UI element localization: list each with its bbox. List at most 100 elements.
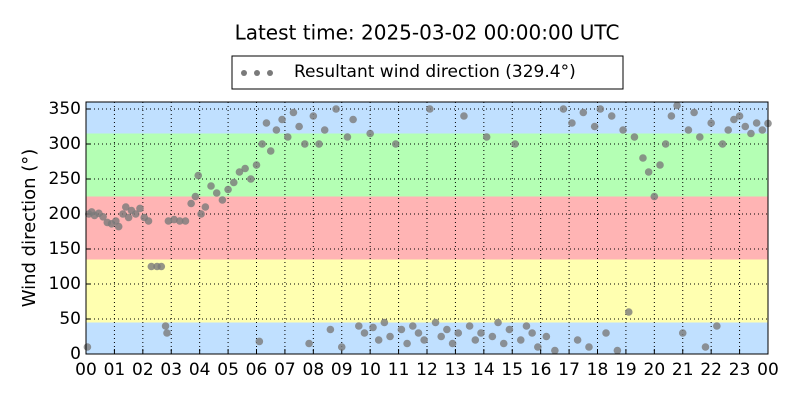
data-point	[437, 332, 446, 341]
x-tick-label: 13	[445, 360, 467, 380]
data-point	[579, 108, 588, 117]
data-point	[650, 192, 659, 201]
data-point	[542, 332, 551, 341]
data-point	[602, 329, 610, 337]
data-point	[170, 215, 178, 224]
data-point	[607, 112, 616, 120]
data-point	[559, 105, 568, 113]
data-point	[656, 161, 664, 169]
data-point	[505, 325, 514, 334]
x-tick-label: 03	[160, 360, 182, 380]
data-point	[391, 140, 400, 148]
data-point	[295, 122, 303, 131]
data-point	[741, 122, 750, 131]
data-point	[443, 325, 451, 334]
data-point	[460, 112, 468, 120]
x-tick-label: 11	[388, 360, 410, 380]
data-point	[207, 182, 215, 190]
data-point	[163, 329, 171, 337]
data-point	[191, 192, 200, 201]
data-point	[121, 203, 130, 211]
data-point	[420, 336, 428, 344]
data-point	[522, 322, 531, 330]
x-tick-label: 21	[672, 360, 694, 380]
data-point	[551, 346, 559, 355]
x-tick-label: 05	[217, 360, 239, 380]
x-tick-label: 14	[473, 360, 495, 380]
data-point	[494, 318, 502, 327]
chart-title: Latest time: 2025-03-02 00:00:00 UTC	[235, 21, 620, 45]
data-point	[639, 154, 647, 162]
data-point	[224, 185, 232, 194]
data-point	[124, 213, 133, 222]
data-point	[315, 140, 323, 148]
data-point	[684, 126, 693, 134]
data-point	[528, 329, 536, 337]
data-point	[448, 339, 457, 348]
data-point	[386, 332, 394, 341]
data-point	[212, 189, 221, 197]
data-point	[360, 329, 369, 337]
y-tick-label: 250	[49, 169, 81, 189]
x-tick-label: 17	[558, 360, 580, 380]
data-point	[305, 339, 313, 348]
x-tick-label: 06	[246, 360, 268, 380]
legend-marker	[267, 70, 273, 76]
data-point	[408, 322, 417, 330]
x-tick-label: 15	[501, 360, 523, 380]
data-point	[477, 329, 485, 337]
data-point	[197, 210, 205, 218]
legend-marker	[254, 70, 260, 76]
data-point	[374, 336, 383, 344]
data-point	[119, 210, 127, 218]
x-tick-label: 00	[75, 360, 97, 380]
x-tick-label: 16	[530, 360, 552, 380]
x-tick-label: 04	[189, 360, 211, 380]
x-tick-label: 09	[331, 360, 353, 380]
data-point	[343, 133, 352, 141]
data-point	[534, 343, 542, 351]
data-point	[144, 217, 153, 225]
x-tick-label: 02	[132, 360, 154, 380]
data-point	[201, 203, 210, 211]
data-point	[613, 346, 622, 355]
data-point	[112, 217, 120, 225]
data-point	[235, 168, 244, 176]
data-point	[181, 217, 190, 225]
data-point	[696, 133, 704, 141]
data-point	[752, 119, 761, 127]
data-point	[164, 217, 173, 225]
y-tick-label: 50	[59, 309, 81, 329]
legend-label: Resultant wind direction (329.4°)	[294, 62, 576, 82]
data-point	[724, 126, 733, 134]
data-point	[187, 199, 195, 208]
data-point	[332, 105, 340, 113]
data-point	[482, 133, 491, 141]
data-point	[175, 217, 184, 225]
data-point	[735, 112, 744, 120]
data-point	[454, 329, 463, 337]
x-tick-label: 19	[615, 360, 637, 380]
data-point	[161, 322, 170, 330]
data-point	[431, 318, 440, 327]
data-point	[218, 196, 227, 204]
x-tick-label: 23	[729, 360, 751, 380]
data-point	[397, 325, 406, 334]
data-point	[147, 262, 156, 271]
plot-frame	[85, 101, 769, 355]
data-point	[403, 339, 411, 348]
data-point	[157, 262, 166, 271]
data-point	[596, 105, 605, 113]
data-point	[355, 322, 363, 330]
data-point	[516, 336, 525, 344]
data-point	[644, 168, 653, 176]
legend-marker	[241, 70, 247, 76]
x-tick-label: 12	[416, 360, 438, 380]
data-point	[309, 112, 318, 120]
y-tick-label: 200	[49, 204, 81, 224]
legend-box	[231, 55, 624, 90]
data-point	[690, 108, 698, 117]
data-point	[707, 119, 715, 127]
data-point	[701, 343, 710, 351]
data-point	[369, 323, 377, 332]
